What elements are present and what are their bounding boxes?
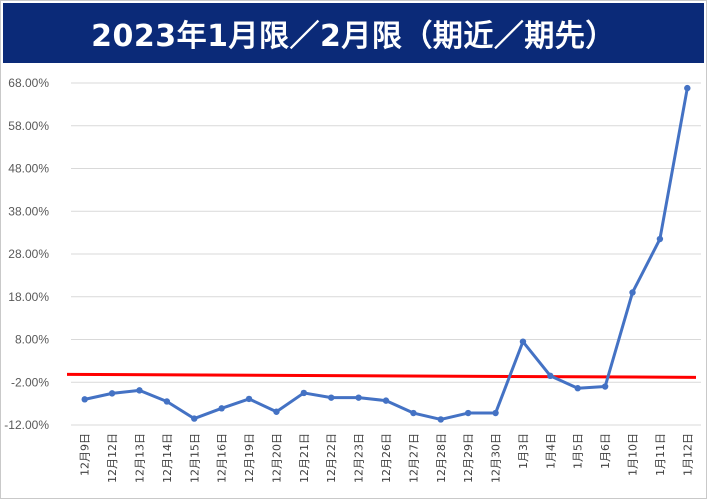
x-tick-label: 12月22日 [325,433,338,483]
data-point [163,398,171,405]
y-tick-label: 18.00% [8,290,49,304]
data-point [218,405,225,412]
grid-lines [71,82,701,426]
data-point [684,84,691,92]
x-tick-label: 1月12日 [681,433,694,476]
data-point [300,389,308,397]
data-point [81,396,88,403]
x-tick-label: 12月9日 [79,433,92,476]
reference-line-group [66,372,697,379]
y-tick-label: 8.00% [15,333,49,347]
data-point [629,289,636,296]
data-point [355,394,362,401]
y-tick-label: -2.00% [11,375,49,389]
data-point [656,235,664,243]
y-tick-label: 38.00% [8,204,49,218]
x-tick-label: 1月10日 [627,433,640,476]
data-point [492,409,499,417]
y-tick-label: 68.00% [8,76,49,90]
x-tick-label: 1月11日 [654,433,667,476]
title-bar: 2023年1月限／2月限（期近／期先） [3,3,704,63]
x-axis-ticks: 12月9日 12月12日 12月13日 12月14日 12月15日 12月16日 12月19… [79,433,695,483]
series-group [81,84,691,423]
line-chart: 68.00% 58.00% 48.00% 38.00% 28.00% 18.00% 8.00… [4,76,701,483]
x-tick-label: 12月21日 [298,433,311,483]
y-tick-label: -12.00% [4,418,49,432]
data-point [410,409,417,417]
data-point [136,387,143,394]
x-tick-label: 1月4日 [544,433,557,469]
data-point [464,409,472,417]
x-tick-label: 1月6日 [599,433,612,469]
reference-line [66,372,697,379]
data-point [437,416,444,423]
data-point [574,385,581,392]
x-tick-label: 12月29日 [462,433,475,483]
data-point [108,390,116,397]
x-tick-label: 12月27日 [407,433,420,483]
y-axis-ticks: 68.00% 58.00% 48.00% 38.00% 28.00% 18.00% 8.00… [4,76,49,432]
x-tick-label: 12月23日 [353,433,366,483]
data-point [547,372,554,380]
x-tick-label: 12月14日 [161,433,174,483]
data-point [273,408,280,415]
x-tick-label: 12月16日 [216,433,229,483]
data-point [519,338,527,345]
x-tick-label: 1月5日 [572,433,585,469]
data-point [601,383,609,390]
data-point [191,415,198,422]
x-tick-label: 1月3日 [517,433,530,469]
y-tick-label: 48.00% [8,162,49,176]
data-point [328,394,335,401]
x-tick-label: 12月20日 [270,433,283,483]
data-point [382,397,390,404]
chart-title: 2023年1月限／2月限（期近／期先） [91,19,616,54]
x-tick-label: 12月26日 [380,433,393,483]
x-tick-label: 12月19日 [243,433,256,483]
x-tick-label: 12月28日 [435,433,448,483]
data-point [245,395,253,403]
x-tick-label: 12月12日 [106,433,119,483]
x-tick-label: 12月15日 [188,433,201,483]
y-tick-label: 58.00% [8,119,49,133]
x-tick-label: 12月13日 [133,433,146,483]
y-tick-label: 28.00% [8,247,49,261]
x-tick-label: 12月30日 [490,433,503,483]
